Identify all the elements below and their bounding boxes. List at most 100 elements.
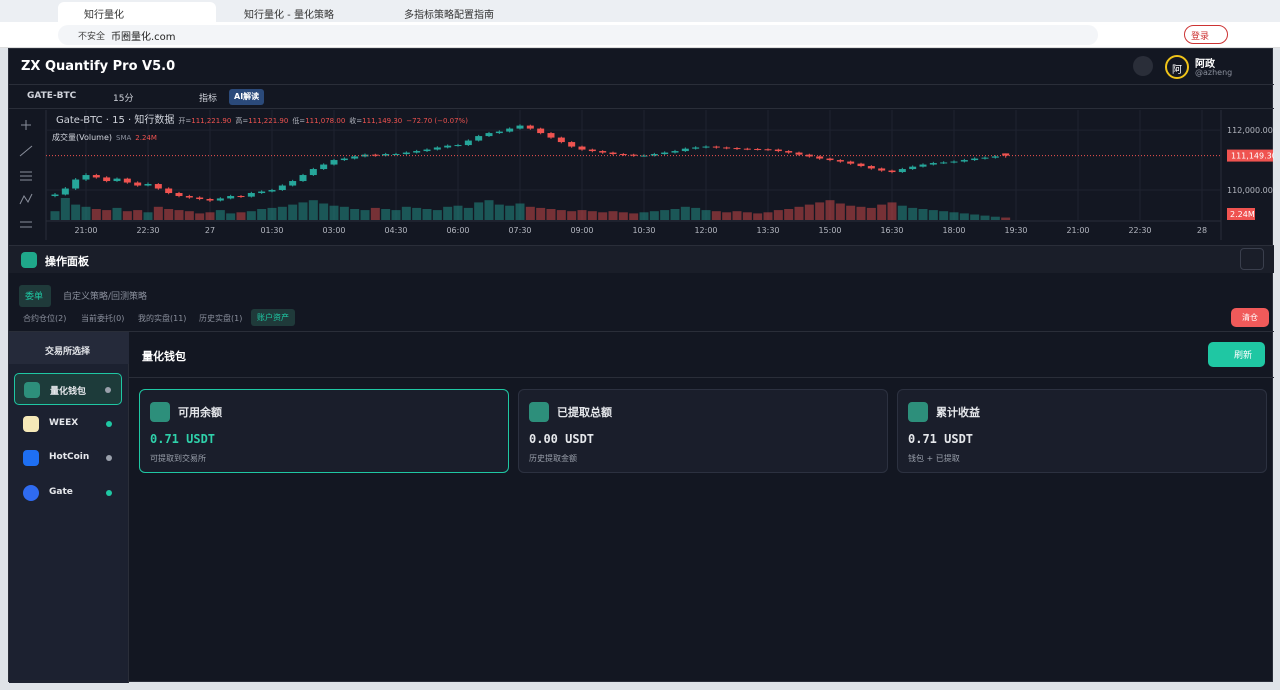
volume-bar — [629, 213, 639, 220]
symbol[interactable]: GATE-BTC — [27, 91, 77, 101]
candle-body — [836, 160, 844, 162]
volume-bar — [598, 212, 608, 220]
candle-body — [774, 149, 782, 152]
candle-body — [960, 160, 968, 162]
volume-bar — [122, 211, 132, 220]
volume-bar — [494, 204, 504, 220]
login-button[interactable]: 登录 — [1184, 25, 1228, 44]
x-tick-label: 03:00 — [322, 226, 345, 235]
candle-body — [547, 133, 555, 138]
card-note: 可提取到交易所 — [150, 454, 206, 463]
candle-body — [268, 190, 276, 192]
card-title: 累计收益 — [936, 406, 980, 419]
candle-body — [599, 151, 607, 153]
volume-bar — [505, 205, 515, 220]
candle-body — [289, 181, 297, 186]
legend: Gate-BTC · 15 · 知行数据 开=111,221.90 高=111,22… — [56, 113, 468, 126]
volume-bar — [246, 211, 256, 220]
candle-body — [351, 156, 359, 159]
subtab[interactable]: 历史实盘(1) — [199, 314, 243, 323]
volume-bar — [1001, 217, 1011, 220]
candle-body — [588, 149, 596, 152]
x-tick-label: 22:30 — [1128, 226, 1151, 235]
card-title: 可用余额 — [178, 406, 222, 419]
theme-toggle[interactable] — [1133, 56, 1153, 76]
candle-body — [971, 158, 979, 161]
volume-bar — [701, 210, 711, 220]
candle-body — [764, 149, 772, 151]
candle-body — [92, 175, 100, 178]
candle-body — [609, 152, 617, 155]
exchange-item[interactable]: HotCoin — [14, 442, 122, 474]
subtab-active[interactable]: 账户资产 — [251, 309, 295, 326]
ai-button[interactable]: AI解读 — [229, 89, 265, 105]
card-value: 0.71 USDT — [150, 432, 216, 446]
wallet-title: 量化钱包 — [142, 350, 186, 363]
candle-body — [816, 156, 824, 159]
candle-body — [475, 136, 483, 141]
volume-bar — [763, 212, 773, 220]
candle-body — [330, 160, 338, 165]
candle-body — [929, 163, 937, 165]
volume-bar — [432, 210, 442, 220]
user-handle: @azheng — [1195, 68, 1233, 77]
x-tick-label: 16:30 — [880, 226, 903, 235]
candle-body — [671, 151, 679, 153]
subtab[interactable]: 当前委托(0) — [81, 314, 125, 323]
volume-bar — [939, 211, 949, 220]
collapse-button[interactable] — [1240, 248, 1264, 270]
volume-bar — [91, 209, 101, 220]
last-price-box — [1227, 149, 1273, 162]
exchange-item[interactable]: Gate — [14, 477, 122, 509]
volume-bar — [391, 210, 401, 220]
x-tick-label: 10:30 — [632, 226, 655, 235]
candle-body — [537, 128, 545, 134]
exchange-item[interactable]: 量化钱包 — [14, 373, 122, 405]
candle-body — [206, 199, 214, 201]
x-tick-label: 21:00 — [1066, 226, 1089, 235]
volume-ma-value: 2.24M — [135, 134, 157, 142]
candle-body — [485, 133, 493, 137]
avatar[interactable]: 阿 — [1165, 55, 1189, 79]
candle-body — [299, 175, 307, 182]
x-tick-label: 13:30 — [756, 226, 779, 235]
volume-bar — [990, 216, 1000, 220]
candle-body — [754, 148, 762, 150]
candle-body — [278, 185, 286, 191]
candle-body — [1002, 153, 1010, 156]
x-tick-label: 09:00 — [570, 226, 593, 235]
url-box[interactable] — [58, 25, 1098, 45]
candle-body — [526, 125, 534, 129]
tab[interactable]: 知行量化 — [58, 2, 216, 22]
volume-legend: 成交量(Volume) SMA 2.24M — [52, 132, 157, 142]
candle-body — [134, 182, 142, 186]
clear-button[interactable]: 清仓 — [1231, 308, 1269, 327]
interval[interactable]: 15分 — [113, 94, 134, 104]
refresh-button[interactable]: 刷新 — [1208, 342, 1265, 367]
tab[interactable]: 自定义策略/回测策略 — [63, 292, 148, 302]
volume-bar — [71, 204, 81, 220]
indicators[interactable]: 指标 — [199, 94, 218, 104]
volume-bar — [412, 207, 422, 220]
ohlc-label: 开= — [178, 117, 191, 125]
tab[interactable]: 知行量化 - 量化策略 — [244, 10, 334, 21]
chart-title: Gate-BTC · 15 · 知行数据 — [56, 113, 174, 126]
volume-bar — [546, 209, 556, 220]
candle-body — [123, 178, 131, 183]
subtab[interactable]: 合约仓位(2) — [23, 314, 67, 323]
last-price-label: 111,149.30 — [1231, 152, 1274, 161]
tab[interactable]: 多指标策略配置指南 — [404, 10, 494, 21]
volume-bar — [236, 212, 246, 220]
exchange-item[interactable]: WEEX — [14, 408, 122, 440]
volume-bar — [174, 210, 184, 220]
tab-active[interactable]: 委单 — [19, 285, 51, 307]
subtab[interactable]: 我的实盘(11) — [138, 314, 187, 323]
divider — [9, 331, 1274, 332]
volume-bar — [536, 207, 546, 220]
candle-body — [898, 169, 906, 173]
x-tick-label: 28 — [1197, 226, 1207, 235]
volume-bar — [959, 213, 969, 220]
candle-body — [185, 196, 193, 198]
candle-body — [516, 125, 524, 129]
candle-body — [237, 196, 245, 198]
